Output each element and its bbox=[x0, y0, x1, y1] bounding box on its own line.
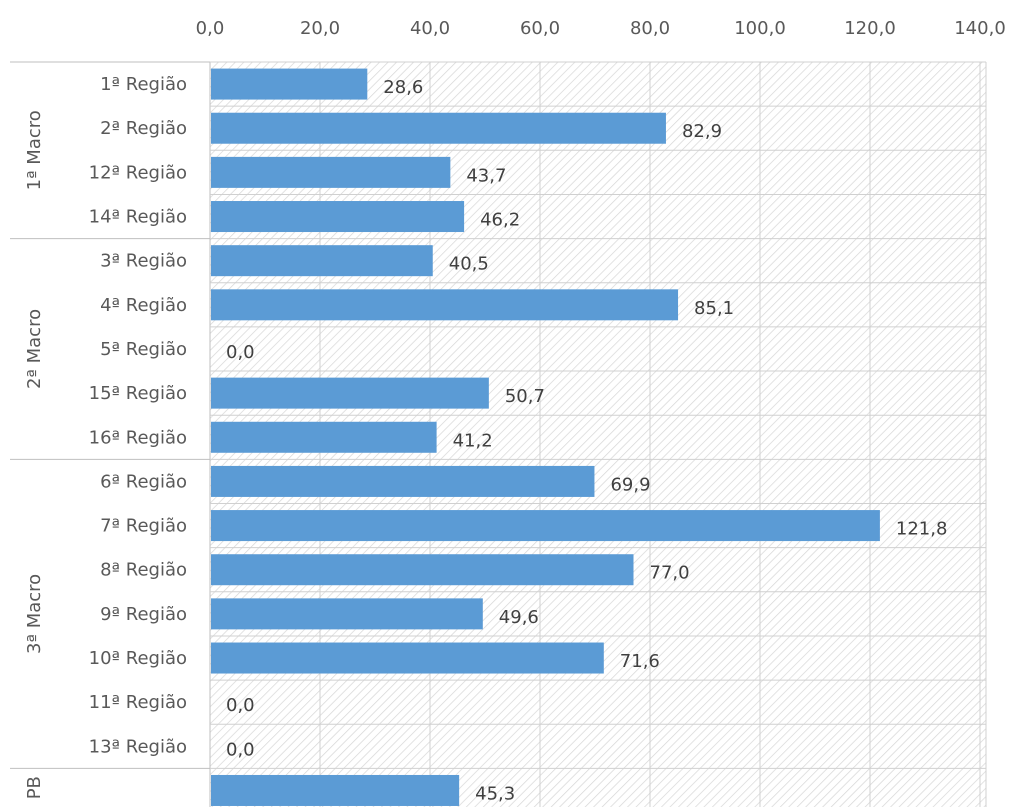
bar bbox=[211, 554, 634, 586]
category-label: 1ª Região bbox=[100, 74, 187, 95]
x-tick-label: 120,0 bbox=[844, 18, 896, 39]
data-label: 41,2 bbox=[453, 430, 493, 451]
bar bbox=[211, 68, 368, 100]
category-label: 14ª Região bbox=[89, 207, 187, 228]
x-tick-label: 140,0 bbox=[954, 18, 1006, 39]
gridlines bbox=[209, 61, 987, 807]
x-tick-label: 40,0 bbox=[410, 18, 450, 39]
bar bbox=[211, 156, 451, 188]
value-labels: 28,6 82,9 43,7 46,2 40,5 85,1 0,0 50,7 41,2 69,9 1… bbox=[226, 77, 947, 804]
data-label: 49,6 bbox=[499, 607, 539, 628]
bar bbox=[211, 289, 679, 321]
x-tick-label: 20,0 bbox=[300, 18, 340, 39]
data-label: 28,6 bbox=[383, 77, 423, 98]
x-tick-label: 100,0 bbox=[734, 18, 786, 39]
group-labels: 1ª Macro 2ª Macro 3ª Macro PB bbox=[24, 110, 45, 799]
bar bbox=[211, 377, 489, 409]
bar bbox=[211, 465, 595, 497]
category-label: 6ª Região bbox=[100, 471, 187, 492]
data-label: 40,5 bbox=[449, 254, 489, 275]
data-label: 0,0 bbox=[226, 739, 255, 760]
data-label: 46,2 bbox=[480, 210, 520, 231]
category-label: 16ª Região bbox=[89, 427, 187, 448]
x-tick-label: 60,0 bbox=[520, 18, 560, 39]
category-labels: 1ª Região 2ª Região 12ª Região 14ª Região 3ª… bbox=[89, 74, 187, 757]
data-label: 45,3 bbox=[475, 783, 515, 804]
data-label: 0,0 bbox=[226, 695, 255, 716]
data-label: 69,9 bbox=[610, 474, 650, 495]
data-label: 50,7 bbox=[505, 386, 545, 407]
category-label: 15ª Região bbox=[89, 383, 187, 404]
group-label: 3ª Macro bbox=[24, 574, 45, 654]
bar bbox=[211, 642, 604, 674]
category-label: 4ª Região bbox=[100, 295, 187, 316]
bar bbox=[211, 598, 483, 630]
data-label: 77,0 bbox=[650, 563, 690, 584]
bar bbox=[211, 510, 880, 542]
bar bbox=[211, 774, 460, 806]
data-label: 121,8 bbox=[896, 519, 948, 540]
data-label: 85,1 bbox=[694, 298, 734, 319]
category-label: 12ª Região bbox=[89, 162, 187, 183]
category-label: 11ª Região bbox=[89, 692, 187, 713]
category-label: 7ª Região bbox=[100, 516, 187, 537]
group-label: 1ª Macro bbox=[24, 110, 45, 190]
category-label: 8ª Região bbox=[100, 560, 187, 581]
category-label: 9ª Região bbox=[100, 604, 187, 625]
x-tick-label: 0,0 bbox=[196, 18, 225, 39]
bar bbox=[211, 421, 437, 453]
bars bbox=[211, 68, 880, 806]
data-label: 0,0 bbox=[226, 342, 255, 363]
data-label: 82,9 bbox=[682, 121, 722, 142]
data-label: 71,6 bbox=[620, 651, 660, 672]
category-label: 10ª Região bbox=[89, 648, 187, 669]
bar bbox=[211, 112, 666, 144]
group-label: PB bbox=[24, 776, 45, 799]
category-label: 5ª Região bbox=[100, 339, 187, 360]
category-label: 13ª Região bbox=[89, 736, 187, 757]
group-label: 2ª Macro bbox=[24, 309, 45, 389]
x-axis-ticks: 0,0 20,0 40,0 60,0 80,0 100,0 120,0 140,0 bbox=[196, 18, 1006, 39]
category-label: 2ª Região bbox=[100, 118, 187, 139]
group-separators bbox=[10, 61, 210, 769]
bar bbox=[211, 201, 465, 233]
data-label: 43,7 bbox=[466, 165, 506, 186]
bar bbox=[211, 245, 433, 277]
x-tick-label: 80,0 bbox=[630, 18, 670, 39]
category-label: 3ª Região bbox=[100, 251, 187, 272]
